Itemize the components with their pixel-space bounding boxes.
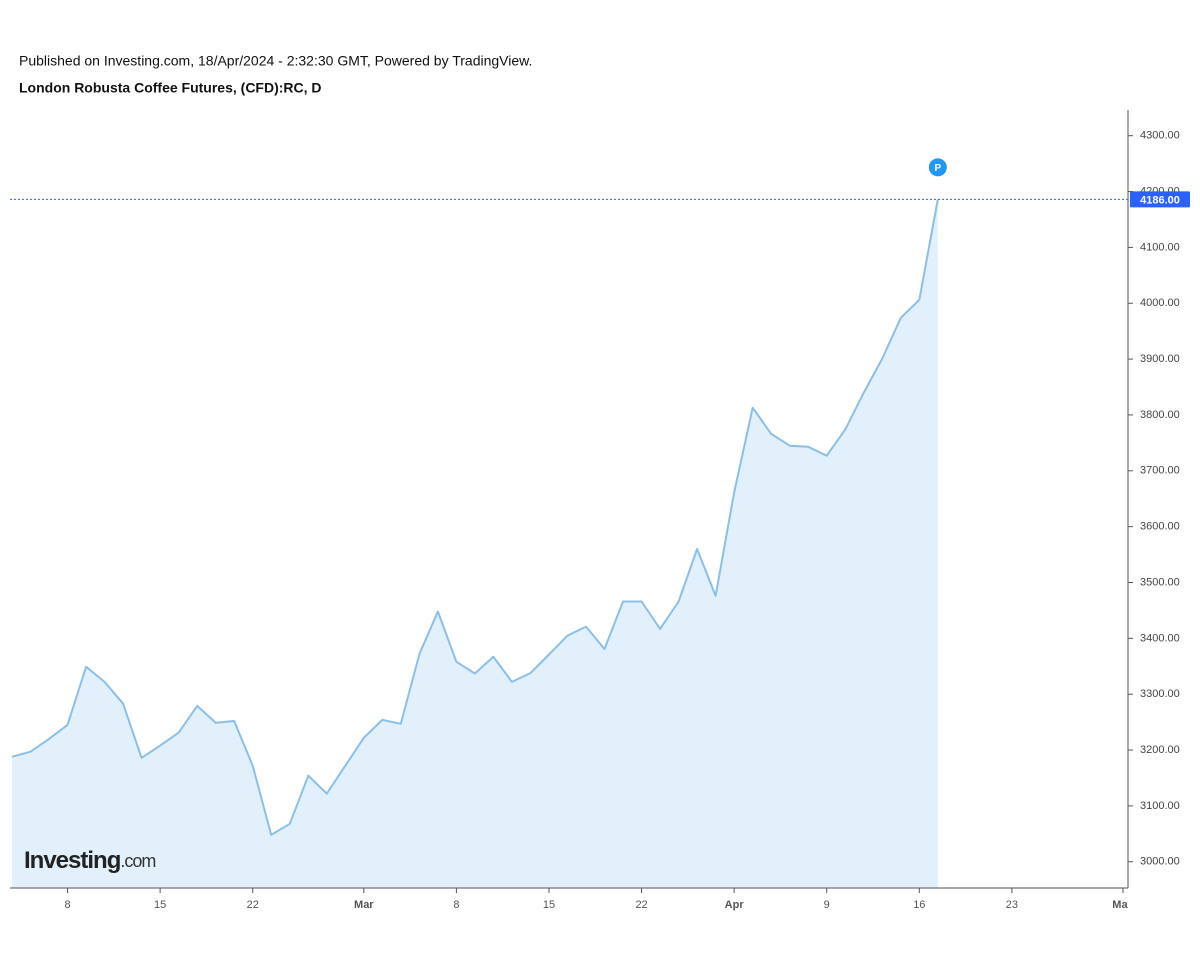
y-tick-label: 3900.00 (1140, 353, 1180, 365)
y-tick-label: 3300.00 (1140, 688, 1180, 700)
y-tick-label: 3600.00 (1140, 521, 1180, 533)
x-tick-label: 15 (154, 899, 166, 911)
y-tick-label: 3400.00 (1140, 632, 1180, 644)
x-tick-label: May (1112, 899, 1134, 911)
plot (11, 199, 939, 888)
x-tick-label: 16 (913, 899, 925, 911)
badge (928, 158, 947, 177)
y-tick-label: 3500.00 (1140, 576, 1180, 588)
publisher: Published on Investing.com, 18/Apr/2024 … (19, 53, 532, 69)
watermark-brand: Investing (24, 847, 121, 874)
y-tick-label: 4100.00 (1140, 241, 1180, 253)
y-tick-label: 4300.00 (1140, 130, 1180, 142)
y-tick-label: 3800.00 (1140, 409, 1180, 421)
x-tick-label: 22 (635, 899, 647, 911)
x-tick-label: Apr (725, 899, 745, 911)
x-tick-label: 8 (64, 899, 70, 911)
x-tick-label: 8 (453, 899, 459, 911)
x-tick-label: 15 (543, 899, 555, 911)
y-tick-label: 3000.00 (1140, 856, 1180, 868)
chart-title: London Robusta Coffee Futures, (CFD):RC,… (19, 80, 322, 96)
y-tick-label: 3100.00 (1140, 800, 1180, 812)
line (11, 199, 939, 836)
x-ticks: 8 15 22 Mar 8 15 22 Apr 9 16 23 May (64, 888, 1134, 911)
y-tick-label: 3700.00 (1140, 465, 1180, 477)
watermark-suffix: .com (120, 851, 155, 871)
badge-label: P (934, 163, 941, 174)
x-tick-label: 22 (247, 899, 259, 911)
watermark: Investing.com (24, 847, 155, 874)
area (12, 199, 938, 888)
x-tick-label: 23 (1006, 899, 1018, 911)
y-tick-label: 3200.00 (1140, 744, 1180, 756)
x-tick-label: Mar (354, 899, 374, 911)
price-tag-label: 4186.00 (1140, 194, 1180, 206)
y-tick-label: 4000.00 (1140, 297, 1180, 309)
price-tag (1130, 191, 1190, 208)
x-tick-label: 9 (824, 899, 830, 911)
